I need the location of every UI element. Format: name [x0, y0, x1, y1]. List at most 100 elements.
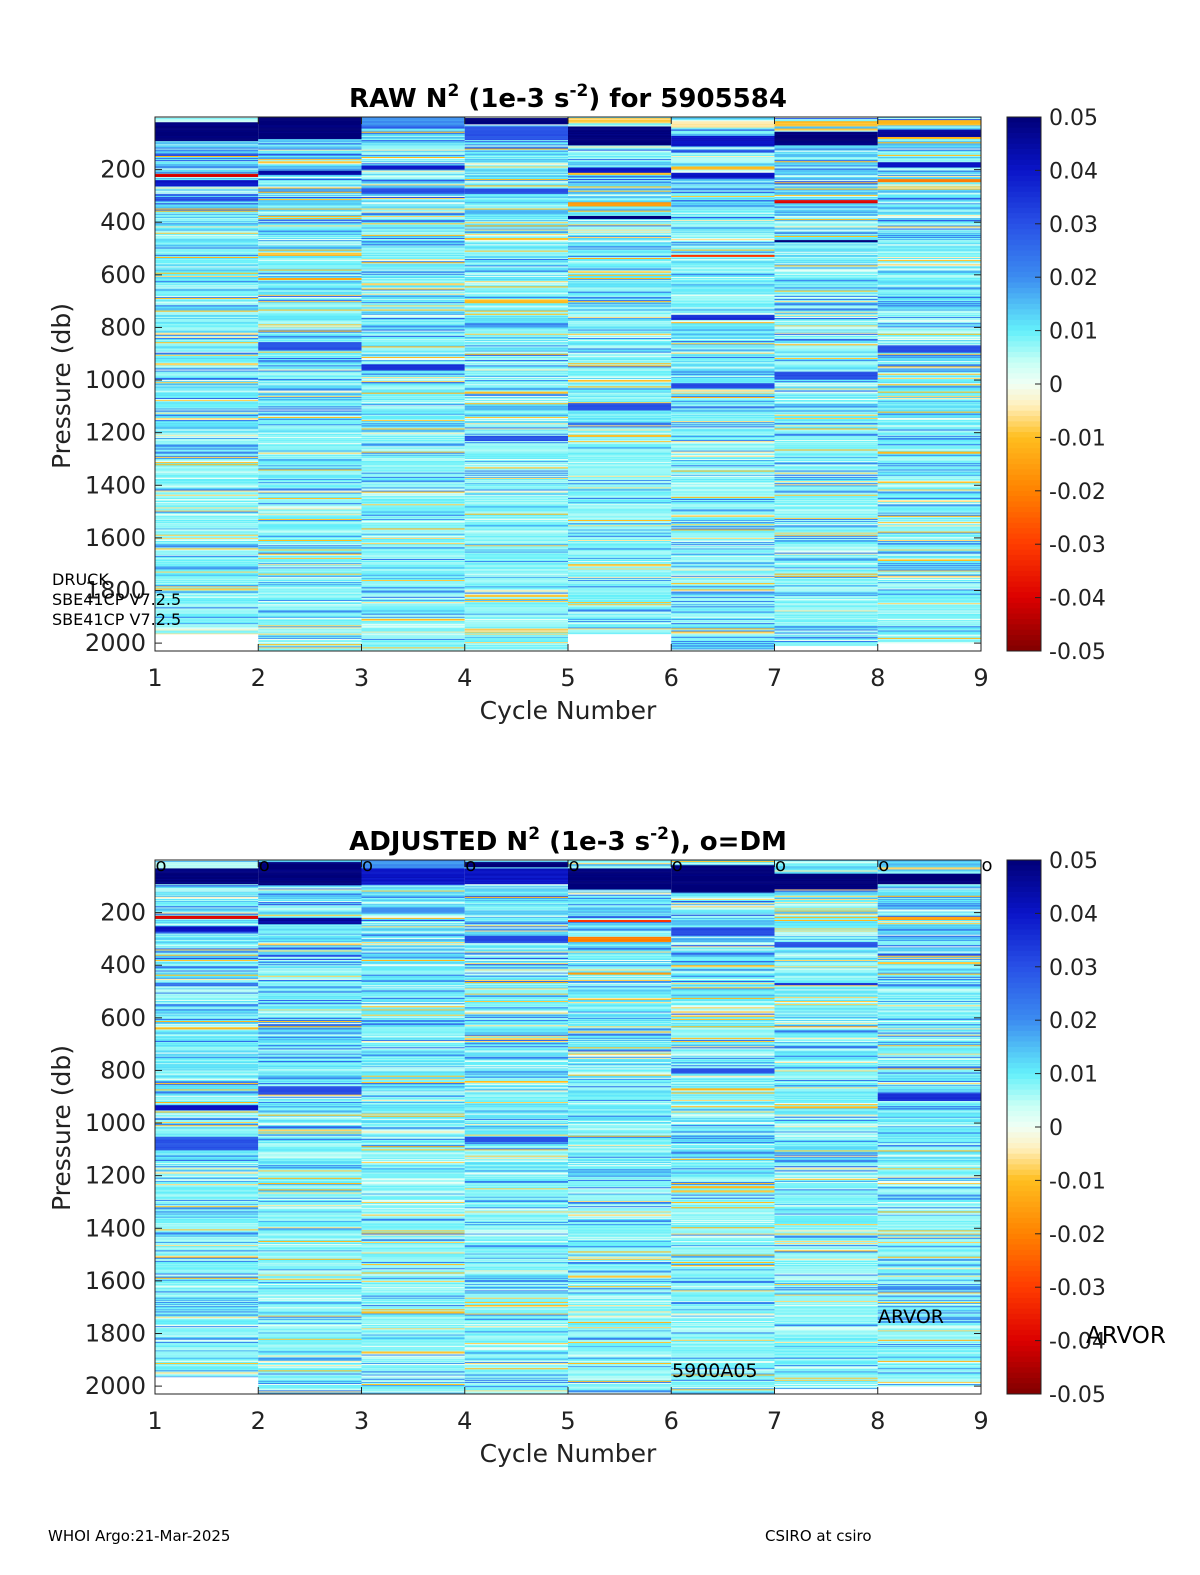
heatmap-cell	[258, 131, 362, 134]
heatmap-cell	[155, 313, 259, 316]
heatmap-cell	[155, 145, 259, 147]
heatmap-cell	[155, 1224, 259, 1226]
heatmap-cell	[568, 402, 672, 404]
heatmap-cell	[361, 326, 465, 328]
heatmap-cell	[464, 150, 568, 153]
heatmap-cell	[568, 293, 672, 296]
heatmap-cell	[258, 634, 362, 637]
y-tick-label: 1200	[85, 419, 146, 447]
heatmap-cell	[155, 1211, 259, 1213]
heatmap-cell	[464, 431, 568, 433]
heatmap-cell	[258, 877, 362, 880]
heatmap-cell	[671, 296, 775, 299]
heatmap-cell	[155, 1225, 259, 1227]
heatmap-cell	[464, 122, 568, 124]
heatmap-cell	[464, 427, 568, 429]
heatmap-cell	[877, 490, 981, 492]
heatmap-cell	[258, 377, 362, 380]
heatmap-cell	[774, 538, 878, 541]
heatmap-cell	[568, 609, 672, 611]
heatmap-cell	[464, 493, 568, 496]
heatmap-cell	[568, 227, 672, 229]
heatmap-cell	[361, 125, 465, 127]
heatmap-cell	[464, 147, 568, 149]
heatmap-cell	[361, 155, 465, 158]
heatmap-cell	[877, 198, 981, 200]
heatmap-cell	[258, 913, 362, 916]
colorbar-tick-label: 0.01	[1049, 320, 1098, 345]
heatmap-cell	[258, 1016, 362, 1019]
heatmap-cell	[774, 545, 878, 547]
heatmap-cell	[774, 595, 878, 598]
heatmap-cell	[877, 292, 981, 295]
heatmap-cell	[774, 357, 878, 360]
heatmap-cell	[877, 615, 981, 618]
heatmap-cell	[568, 437, 672, 440]
heatmap-cell	[155, 1100, 259, 1103]
heatmap-cell	[361, 411, 465, 413]
heatmap-cell	[568, 411, 672, 413]
heatmap-cell	[155, 246, 259, 248]
heatmap-cell	[568, 590, 672, 592]
heatmap-cell	[568, 272, 672, 275]
heatmap-cell	[877, 299, 981, 301]
heatmap-cell	[258, 1047, 362, 1049]
heatmap-cell	[258, 389, 362, 391]
heatmap-cell	[155, 340, 259, 342]
heatmap-cell	[155, 407, 259, 409]
heatmap-cell	[877, 489, 981, 491]
heatmap-cell	[258, 928, 362, 930]
heatmap-cell	[155, 351, 259, 353]
heatmap-cell	[361, 188, 465, 190]
heatmap-cell	[671, 346, 775, 348]
heatmap-cell	[568, 463, 672, 465]
heatmap-cell	[155, 193, 259, 196]
heatmap-cell	[774, 396, 878, 399]
heatmap-cell	[671, 152, 775, 155]
heatmap-cell	[671, 618, 775, 621]
heatmap-cell	[155, 1232, 259, 1234]
heatmap-cell	[671, 225, 775, 227]
heatmap-cell	[774, 376, 878, 379]
colorbar-segment	[1007, 117, 1041, 123]
heatmap-cell	[361, 483, 465, 485]
heatmap-cell	[258, 195, 362, 198]
heatmap-cell	[258, 863, 362, 865]
heatmap-cell	[155, 339, 259, 341]
heatmap-cell	[258, 201, 362, 203]
heatmap-cell	[568, 390, 672, 392]
heatmap-cell	[671, 500, 775, 502]
heatmap-cell	[568, 546, 672, 548]
heatmap-cell	[361, 472, 465, 474]
heatmap-cell	[671, 575, 775, 578]
heatmap-cell	[671, 589, 775, 591]
heatmap-cell	[774, 269, 878, 271]
heatmap-cell	[877, 638, 981, 641]
heatmap-cell	[671, 526, 775, 528]
heatmap-cell	[258, 952, 362, 954]
heatmap-cell	[671, 563, 775, 565]
heatmap-cell	[155, 353, 259, 356]
heatmap-cell	[258, 1134, 362, 1136]
heatmap-cell	[464, 530, 568, 532]
heatmap-cell	[361, 625, 465, 627]
heatmap-cell	[258, 1116, 362, 1119]
heatmap-cell	[464, 628, 568, 630]
heatmap-cell	[155, 1010, 259, 1012]
heatmap-cell	[464, 584, 568, 586]
heatmap-cell	[877, 551, 981, 553]
heatmap-cell	[155, 495, 259, 498]
heatmap-cell	[568, 547, 672, 549]
heatmap-cell	[774, 371, 878, 373]
heatmap-cell	[155, 444, 259, 446]
heatmap-cell	[568, 259, 672, 261]
heatmap-cell	[155, 154, 259, 157]
heatmap-cell	[361, 287, 465, 289]
heatmap-cell	[671, 164, 775, 166]
y-tick-label: 1600	[85, 524, 146, 552]
heatmap-cell	[671, 513, 775, 516]
heatmap-cell	[774, 450, 878, 452]
heatmap-cell	[877, 476, 981, 479]
heatmap-cell	[774, 552, 878, 554]
heatmap-cell	[155, 589, 259, 591]
